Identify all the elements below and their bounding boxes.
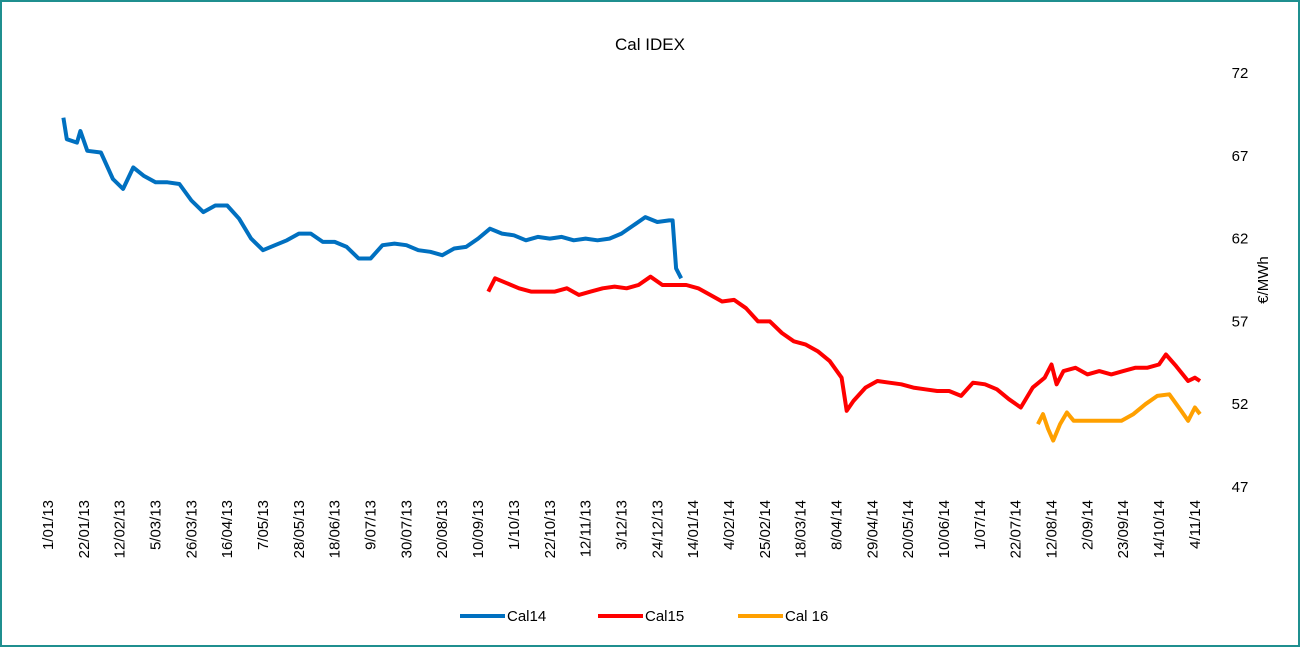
- x-tick-label: 4/11/14: [1187, 500, 1204, 549]
- x-tick-label: 1/10/13: [506, 500, 523, 550]
- x-tick-label: 12/08/14: [1044, 500, 1061, 558]
- x-tick-label: 12/11/13: [578, 500, 595, 557]
- x-tick-label: 22/10/13: [542, 500, 559, 558]
- y-tick-label: 52: [1232, 396, 1249, 413]
- y-axis-label: €/MWh: [1255, 256, 1272, 304]
- y-tick-label: 62: [1232, 231, 1249, 248]
- x-tick-label: 3/12/13: [613, 500, 630, 550]
- x-tick-label: 22/01/13: [76, 500, 93, 558]
- x-tick-label: 10/09/13: [470, 500, 487, 558]
- x-tick-label: 10/06/14: [936, 500, 953, 558]
- x-tick-label: 28/05/13: [291, 500, 308, 558]
- x-tick-label: 16/04/13: [219, 500, 236, 558]
- x-tick-label: 23/09/14: [1115, 500, 1132, 558]
- series-line: [486, 274, 1202, 413]
- x-tick-label: 2/09/14: [1079, 500, 1096, 550]
- y-tick-label: 57: [1232, 313, 1249, 330]
- y-tick-label: 72: [1232, 65, 1249, 82]
- series-line: [61, 117, 683, 280]
- x-tick-label: 12/02/13: [112, 500, 129, 558]
- x-tick-label: 24/12/13: [649, 500, 666, 558]
- x-tick-label: 20/05/14: [900, 500, 917, 558]
- series-line: [1036, 392, 1202, 443]
- x-tick-label: 1/01/13: [40, 500, 57, 550]
- x-tick-label: 22/07/14: [1008, 500, 1025, 558]
- chart-title: Cal IDEX: [615, 35, 685, 54]
- x-tick-label: 9/07/13: [363, 500, 380, 550]
- legend-label: Cal15: [645, 608, 684, 625]
- legend-label: Cal 16: [785, 608, 828, 625]
- y-tick-label: 47: [1232, 479, 1249, 496]
- x-tick-label: 18/06/13: [327, 500, 344, 558]
- x-tick-label: 5/03/13: [148, 500, 165, 550]
- x-tick-label: 30/07/13: [398, 500, 415, 558]
- y-tick-label: 67: [1232, 148, 1249, 165]
- x-tick-label: 29/04/14: [864, 500, 881, 558]
- x-tick-label: 20/08/13: [434, 500, 451, 558]
- legend-label: Cal14: [507, 608, 546, 625]
- x-tick-label: 18/03/14: [793, 500, 810, 558]
- x-tick-label: 1/07/14: [972, 500, 989, 550]
- x-tick-label: 26/03/13: [183, 500, 200, 558]
- x-tick-label: 7/05/13: [255, 500, 272, 550]
- x-tick-label: 8/04/14: [828, 500, 845, 550]
- x-tick-label: 14/01/14: [685, 500, 702, 558]
- x-tick-label: 25/02/14: [757, 500, 774, 558]
- x-tick-label: 14/10/14: [1151, 500, 1168, 558]
- x-tick-label: 4/02/14: [721, 500, 738, 550]
